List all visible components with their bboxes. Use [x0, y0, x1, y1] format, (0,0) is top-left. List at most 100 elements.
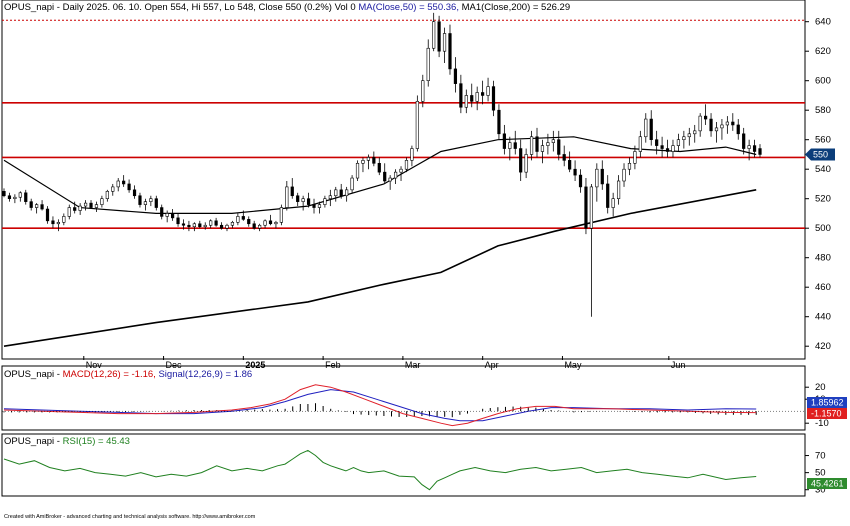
candle-body [551, 139, 555, 143]
candle-body [306, 198, 311, 205]
candle-body [274, 222, 278, 225]
rsi-path [3, 449, 757, 491]
candle-body [279, 207, 283, 223]
candle-body [143, 201, 148, 205]
rsi-axis: 30 50 70 [805, 451, 826, 496]
candle-body [198, 223, 202, 228]
macd-header-macd: MACD(12,26) = -1.16, [63, 369, 159, 380]
candle-body [399, 168, 403, 173]
price-horizontal-lines [2, 19, 805, 229]
candle-body [56, 222, 60, 225]
candle-body [345, 189, 349, 197]
price-tick-label: 560 [815, 135, 831, 146]
candle-body [62, 216, 66, 223]
rsi-header-value: RSI(15) = 45.43 [63, 436, 130, 447]
macd-header-signal: Signal(12,26,9) = 1.86 [158, 369, 252, 380]
candle-body [519, 148, 523, 173]
candle-body [7, 195, 12, 199]
candle-body [192, 223, 196, 228]
candle-body [241, 216, 245, 220]
candle-body [122, 180, 126, 185]
candle-body [595, 168, 599, 188]
candle-body [317, 204, 322, 208]
signal-badge-text: 1.85962 [811, 398, 844, 408]
candle-body [442, 33, 447, 52]
rsi-pane-frame [1, 433, 806, 497]
ma50-line [3, 136, 757, 214]
candle-body [366, 157, 371, 161]
candle-body [355, 163, 360, 179]
rsi-badge-text: 45.4261 [811, 479, 844, 489]
macd-header: OPUS_napi - MACD(12,26) = -1.16, Signal(… [4, 369, 252, 380]
candle-body [154, 198, 158, 208]
rsi-badge-shape [807, 478, 847, 489]
candle-body [453, 68, 458, 84]
candle-body [529, 136, 534, 155]
ma200-header: MA1(Close,200) = 526.29 [462, 2, 571, 13]
candle-body [94, 204, 99, 208]
price-tick-label: 580 [815, 105, 831, 116]
candle-body [160, 207, 164, 217]
candle-body [698, 115, 702, 132]
candle-body [432, 21, 436, 49]
candle-body [296, 195, 300, 202]
candle-body [13, 196, 17, 200]
candle-body [350, 177, 354, 191]
candle-body [497, 109, 501, 135]
x-tick-label: Nov [86, 360, 103, 370]
candle-body [132, 189, 137, 197]
price-pane-frame [1, 0, 806, 360]
candle-body [616, 180, 621, 200]
footer-credit: Created with AmiBroker - advanced charti… [4, 514, 256, 520]
candle-body [470, 95, 474, 102]
candle-body [540, 145, 545, 152]
candle-body [687, 133, 691, 138]
candle-body [437, 21, 441, 52]
candle-body [203, 224, 207, 228]
candle-body [535, 136, 539, 152]
candle-body [230, 222, 235, 226]
price-tick-label: 420 [815, 341, 831, 352]
signal-badge: 1.85962 [807, 397, 847, 408]
candle-body [600, 168, 604, 185]
candle-body [704, 115, 708, 120]
candle-body [627, 163, 632, 170]
candle-body [562, 154, 566, 161]
candle-body [18, 192, 22, 198]
x-tick-label: Feb [325, 360, 341, 370]
candle-body [731, 121, 735, 126]
candle-body [410, 148, 414, 161]
candle-body [578, 174, 583, 188]
candle-body [415, 101, 419, 149]
candle-body [263, 220, 267, 226]
candle-body [524, 154, 528, 173]
candle-body [421, 80, 425, 102]
signal-badge-shape [807, 397, 847, 408]
candle-body [111, 186, 115, 192]
candle-body [187, 224, 191, 228]
x-tick-label: Jun [671, 360, 686, 370]
candle-body [29, 201, 33, 208]
candle-body [404, 160, 409, 170]
candle-body [426, 47, 430, 82]
candle-body [219, 224, 224, 229]
ma50-header: MA(Close,50) = 550.36, [358, 2, 461, 13]
candle-body [491, 86, 496, 111]
candle-body [611, 198, 615, 208]
macd-header-name: OPUS_napi - [4, 369, 63, 380]
candle-body [720, 124, 724, 129]
candle-body [312, 204, 316, 208]
candle-body [127, 183, 131, 191]
candle-body [78, 205, 82, 211]
rsi-lines [3, 449, 757, 491]
macd-tick-label: 20 [815, 382, 826, 393]
x-tick-label: Dec [166, 360, 183, 370]
candle-body [644, 118, 648, 138]
candle-body [622, 168, 626, 182]
macd-lines [3, 384, 757, 427]
candle-body [725, 121, 729, 126]
x-tick-label: Apr [485, 360, 499, 370]
candle-body [557, 139, 561, 155]
